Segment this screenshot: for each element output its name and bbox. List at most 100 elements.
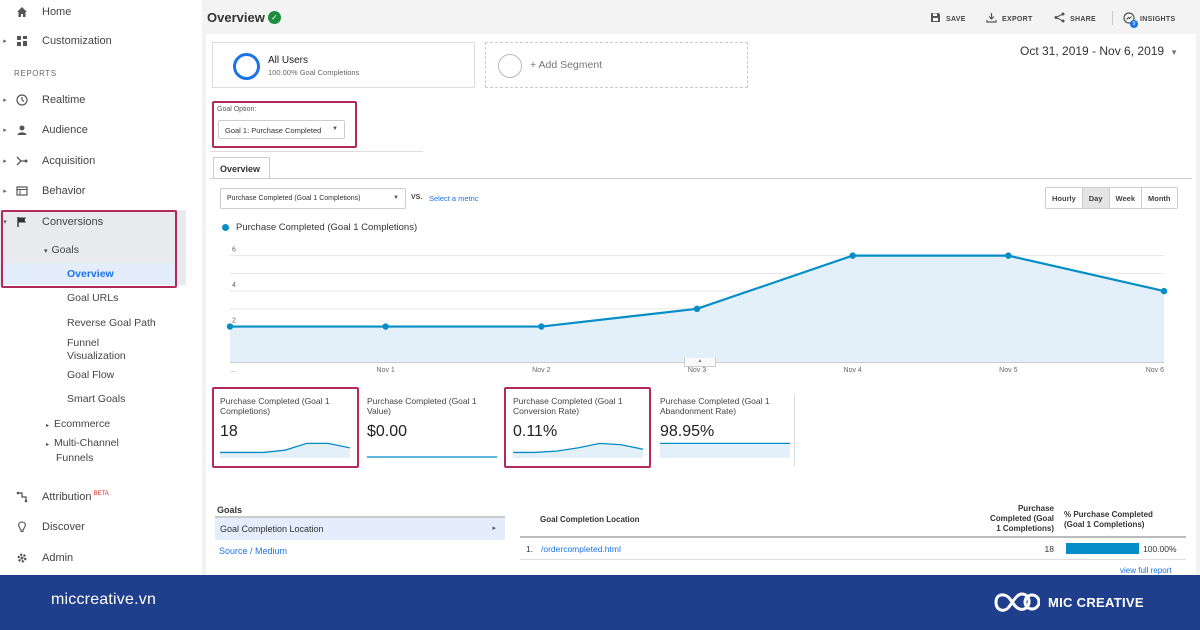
sidebar-item-conversions[interactable]: ▾ Conversions: [0, 211, 103, 233]
granularity-week-button[interactable]: Week: [1110, 188, 1142, 208]
insights-count-badge: 9: [1130, 20, 1138, 28]
expand-arrow-icon: ▸: [3, 97, 7, 104]
scorecard-goal-completions[interactable]: Purchase Completed (Goal 1 Completions) …: [212, 386, 359, 466]
chart-point: [382, 323, 389, 330]
tab-overview[interactable]: Overview: [213, 157, 270, 179]
table-header-completions[interactable]: Purchase Completed (Goal 1 Completions): [989, 504, 1054, 533]
sidebar: Home ▸ Customization REPORTS ▸ Realtime …: [0, 0, 186, 575]
sidebar-item-goals[interactable]: ▾ Goals: [44, 244, 79, 256]
row-percent-bar: [1066, 543, 1139, 554]
goal-option-annotation-box: [212, 101, 357, 148]
metric-select[interactable]: Purchase Completed (Goal 1 Completions) …: [220, 188, 406, 209]
add-segment-button[interactable]: + Add Segment: [485, 42, 748, 88]
segment-ring-icon: [233, 53, 260, 80]
brand-footer-banner: miccreative.vn MIC CREATIVE: [0, 575, 1200, 630]
chevron-down-icon: ▼: [393, 195, 399, 201]
share-button[interactable]: SHARE: [1054, 12, 1096, 26]
view-full-report-link[interactable]: view full report: [1120, 566, 1172, 575]
scorecard-title: Purchase Completed (Goal 1 Completions): [220, 396, 330, 416]
sidebar-item-goal-flow[interactable]: Goal Flow: [67, 369, 115, 381]
export-button[interactable]: EXPORT: [986, 12, 1033, 26]
table-header-divider: [520, 536, 1186, 538]
sidebar-item-attribution[interactable]: Attribution BETA: [0, 486, 109, 508]
row-index: 1.: [526, 544, 534, 554]
chart-x-tick-label: Nov 5: [999, 367, 1017, 374]
chart-point: [538, 323, 545, 330]
expand-arrow-icon: ▸: [3, 127, 7, 134]
page-title: Overview: [207, 10, 265, 25]
sidebar-item-customization[interactable]: ▸ Customization: [0, 30, 111, 52]
chart-point: [1005, 252, 1012, 259]
scorecard-sparkline: [220, 442, 350, 458]
row-percent-bar-fill: [1066, 543, 1139, 554]
goals-panel-label: Goals: [217, 505, 243, 515]
sparkline-line: [513, 442, 643, 454]
select-a-metric-link[interactable]: Select a metric: [429, 194, 479, 203]
scorecard-title: Purchase Completed (Goal 1 Abandonment R…: [660, 396, 770, 416]
sidebar-item-ecommerce[interactable]: ▸ Ecommerce: [46, 418, 111, 430]
granularity-toggle: Hourly Day Week Month: [1045, 187, 1178, 209]
beta-badge: BETA: [93, 491, 109, 498]
insights-button[interactable]: INSIGHTS: [1123, 12, 1175, 27]
download-icon: [986, 12, 997, 26]
goal-option-label: Goal Option:: [217, 106, 257, 113]
chart-legend: Purchase Completed (Goal 1 Completions): [222, 222, 417, 233]
goal-option-group: Goal Option: Goal 1: Purchase Completed …: [212, 101, 357, 148]
sidebar-item-funnel-visualization[interactable]: Funnel Visualization: [67, 337, 126, 362]
sidebar-item-goal-urls[interactable]: Goal URLs: [67, 292, 119, 304]
scorecard-sparkline: [367, 456, 497, 458]
sidebar-item-behavior[interactable]: ▸ Behavior: [0, 180, 85, 202]
expand-arrow-icon: ▸: [46, 442, 50, 448]
scorecard-conversion-rate[interactable]: Purchase Completed (Goal 1 Conversion Ra…: [505, 386, 652, 466]
legend-dot: [222, 224, 229, 231]
add-segment-label: + Add Segment: [530, 59, 603, 71]
sidebar-item-audience[interactable]: ▸ Audience: [0, 119, 88, 141]
granularity-hourly-button[interactable]: Hourly: [1046, 188, 1083, 208]
chevron-down-icon: ▼: [1170, 48, 1179, 57]
granularity-day-button[interactable]: Day: [1082, 188, 1110, 208]
home-icon: [10, 1, 34, 23]
clock-icon: [10, 89, 34, 111]
table-header-percent[interactable]: % Purchase Completed (Goal 1 Completions…: [1064, 510, 1153, 529]
sidebar-item-reverse-goal-path[interactable]: Reverse Goal Path: [67, 317, 156, 329]
goal-option-select[interactable]: Goal 1: Purchase Completed ▼: [218, 120, 345, 139]
verified-check-icon: ✓: [268, 11, 281, 24]
sidebar-item-overview[interactable]: Overview: [67, 268, 114, 280]
chart-x-tick-label: Nov 4: [844, 367, 862, 374]
source-medium-link[interactable]: Source / Medium: [219, 546, 288, 556]
row-percent: 100.00%: [1143, 544, 1177, 554]
gear-icon: [10, 547, 34, 569]
scorecard-goal-value[interactable]: Purchase Completed (Goal 1 Value) $0.00: [359, 386, 506, 466]
sidebar-item-home[interactable]: Home: [0, 1, 71, 23]
lightbulb-icon: [10, 516, 34, 538]
sidebar-item-discover[interactable]: Discover: [0, 516, 85, 538]
granularity-month-button[interactable]: Month: [1148, 194, 1171, 203]
scorecard-sparkline: [513, 442, 643, 458]
vs-label: VS.: [411, 194, 423, 201]
chart-point: [693, 305, 701, 313]
chart-point: [849, 252, 856, 259]
sidebar-item-smart-goals[interactable]: Smart Goals: [67, 393, 126, 405]
sidebar-item-realtime[interactable]: ▸ Realtime: [0, 89, 85, 111]
acquisition-icon: [10, 150, 34, 172]
sidebar-item-multi-channel-funnels[interactable]: ▸ Multi-Channel Funnels: [46, 437, 119, 464]
sidebar-item-admin[interactable]: Admin: [0, 547, 73, 569]
sparkline-area: [660, 443, 790, 458]
sidebar-item-acquisition[interactable]: ▸ Acquisition: [0, 150, 95, 172]
goal-completion-location-row[interactable]: Goal Completion Location ▸: [215, 518, 505, 540]
chart-collapse-handle[interactable]: ▲: [684, 358, 716, 367]
save-button[interactable]: SAVE: [930, 12, 966, 26]
segment-all-users[interactable]: All Users 100.00% Goal Completions: [212, 42, 475, 88]
row-completions: 18: [1044, 544, 1054, 554]
chart-point: [226, 323, 234, 330]
date-range-picker[interactable]: Oct 31, 2019 - Nov 6, 2019 ▼: [1020, 44, 1179, 58]
row-location-link[interactable]: /ordercompleted.html: [541, 544, 621, 554]
scorecard-abandonment-rate[interactable]: Purchase Completed (Goal 1 Abandonment R…: [652, 386, 799, 466]
conversion-rate-annotation-box: [504, 387, 651, 468]
collapse-arrow-icon: ▾: [44, 248, 48, 255]
scorecard-title: Purchase Completed (Goal 1 Value): [367, 396, 477, 416]
table-header-location[interactable]: Goal Completion Location: [540, 515, 640, 524]
divider: [210, 151, 423, 152]
dashboard-icon: [10, 30, 34, 52]
